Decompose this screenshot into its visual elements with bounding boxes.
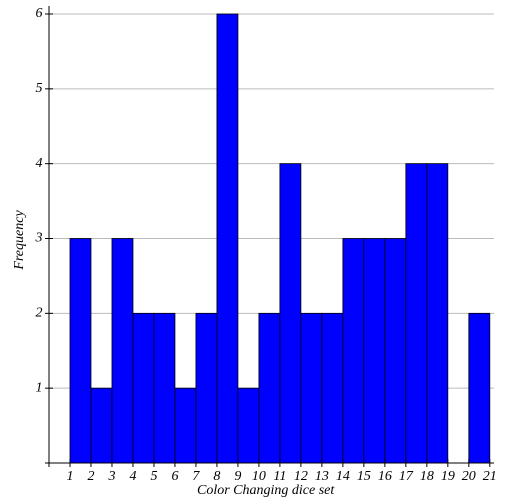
bar xyxy=(237,387,260,464)
x-tick-label: 5 xyxy=(150,469,157,484)
x-tick-label: 2 xyxy=(87,469,94,484)
bar xyxy=(426,163,449,464)
x-axis-label: Color Changing dice set xyxy=(197,483,335,498)
bar xyxy=(195,312,218,464)
bar xyxy=(405,163,428,464)
x-tick-label: 20 xyxy=(462,469,476,484)
x-tick-label: 8 xyxy=(213,469,220,484)
bar xyxy=(90,387,113,464)
x-tick-label: 1 xyxy=(66,469,73,484)
bar xyxy=(216,13,239,464)
x-tick-label: 17 xyxy=(399,469,414,484)
bar xyxy=(279,163,302,464)
y-tick-label: 2 xyxy=(36,306,43,321)
x-tick-label: 16 xyxy=(378,469,392,484)
bar xyxy=(174,387,197,464)
y-tick-label: 3 xyxy=(35,231,43,246)
bar xyxy=(153,312,176,464)
bar xyxy=(363,238,386,464)
bar xyxy=(321,312,344,464)
x-tick-label: 15 xyxy=(357,469,371,484)
x-tick-label: 7 xyxy=(192,469,200,484)
y-tick-label: 5 xyxy=(36,81,43,96)
y-tick-label: 6 xyxy=(36,6,43,21)
x-tick-label: 9 xyxy=(234,469,241,484)
x-tick-label: 6 xyxy=(171,469,178,484)
x-tick-label: 14 xyxy=(336,469,350,484)
y-tick-label: 4 xyxy=(36,156,43,171)
x-tick-label: 21 xyxy=(483,469,497,484)
bar xyxy=(69,238,92,464)
x-tick-label: 18 xyxy=(420,469,434,484)
bar xyxy=(258,312,281,464)
bar xyxy=(111,238,134,464)
bar xyxy=(132,312,155,464)
bar xyxy=(342,238,365,464)
x-tick-label: 19 xyxy=(441,469,455,484)
x-tick-label: 4 xyxy=(129,469,136,484)
x-tick-label: 11 xyxy=(273,469,286,484)
y-axis-label: Frequency xyxy=(12,210,27,271)
bar xyxy=(300,312,323,464)
x-tick-label: 12 xyxy=(294,469,308,484)
x-tick-label: 3 xyxy=(107,469,115,484)
bar xyxy=(468,312,491,464)
y-tick-label: 1 xyxy=(36,380,43,395)
x-tick-label: 10 xyxy=(252,469,266,484)
x-tick-label: 13 xyxy=(315,469,329,484)
bar xyxy=(384,238,407,464)
